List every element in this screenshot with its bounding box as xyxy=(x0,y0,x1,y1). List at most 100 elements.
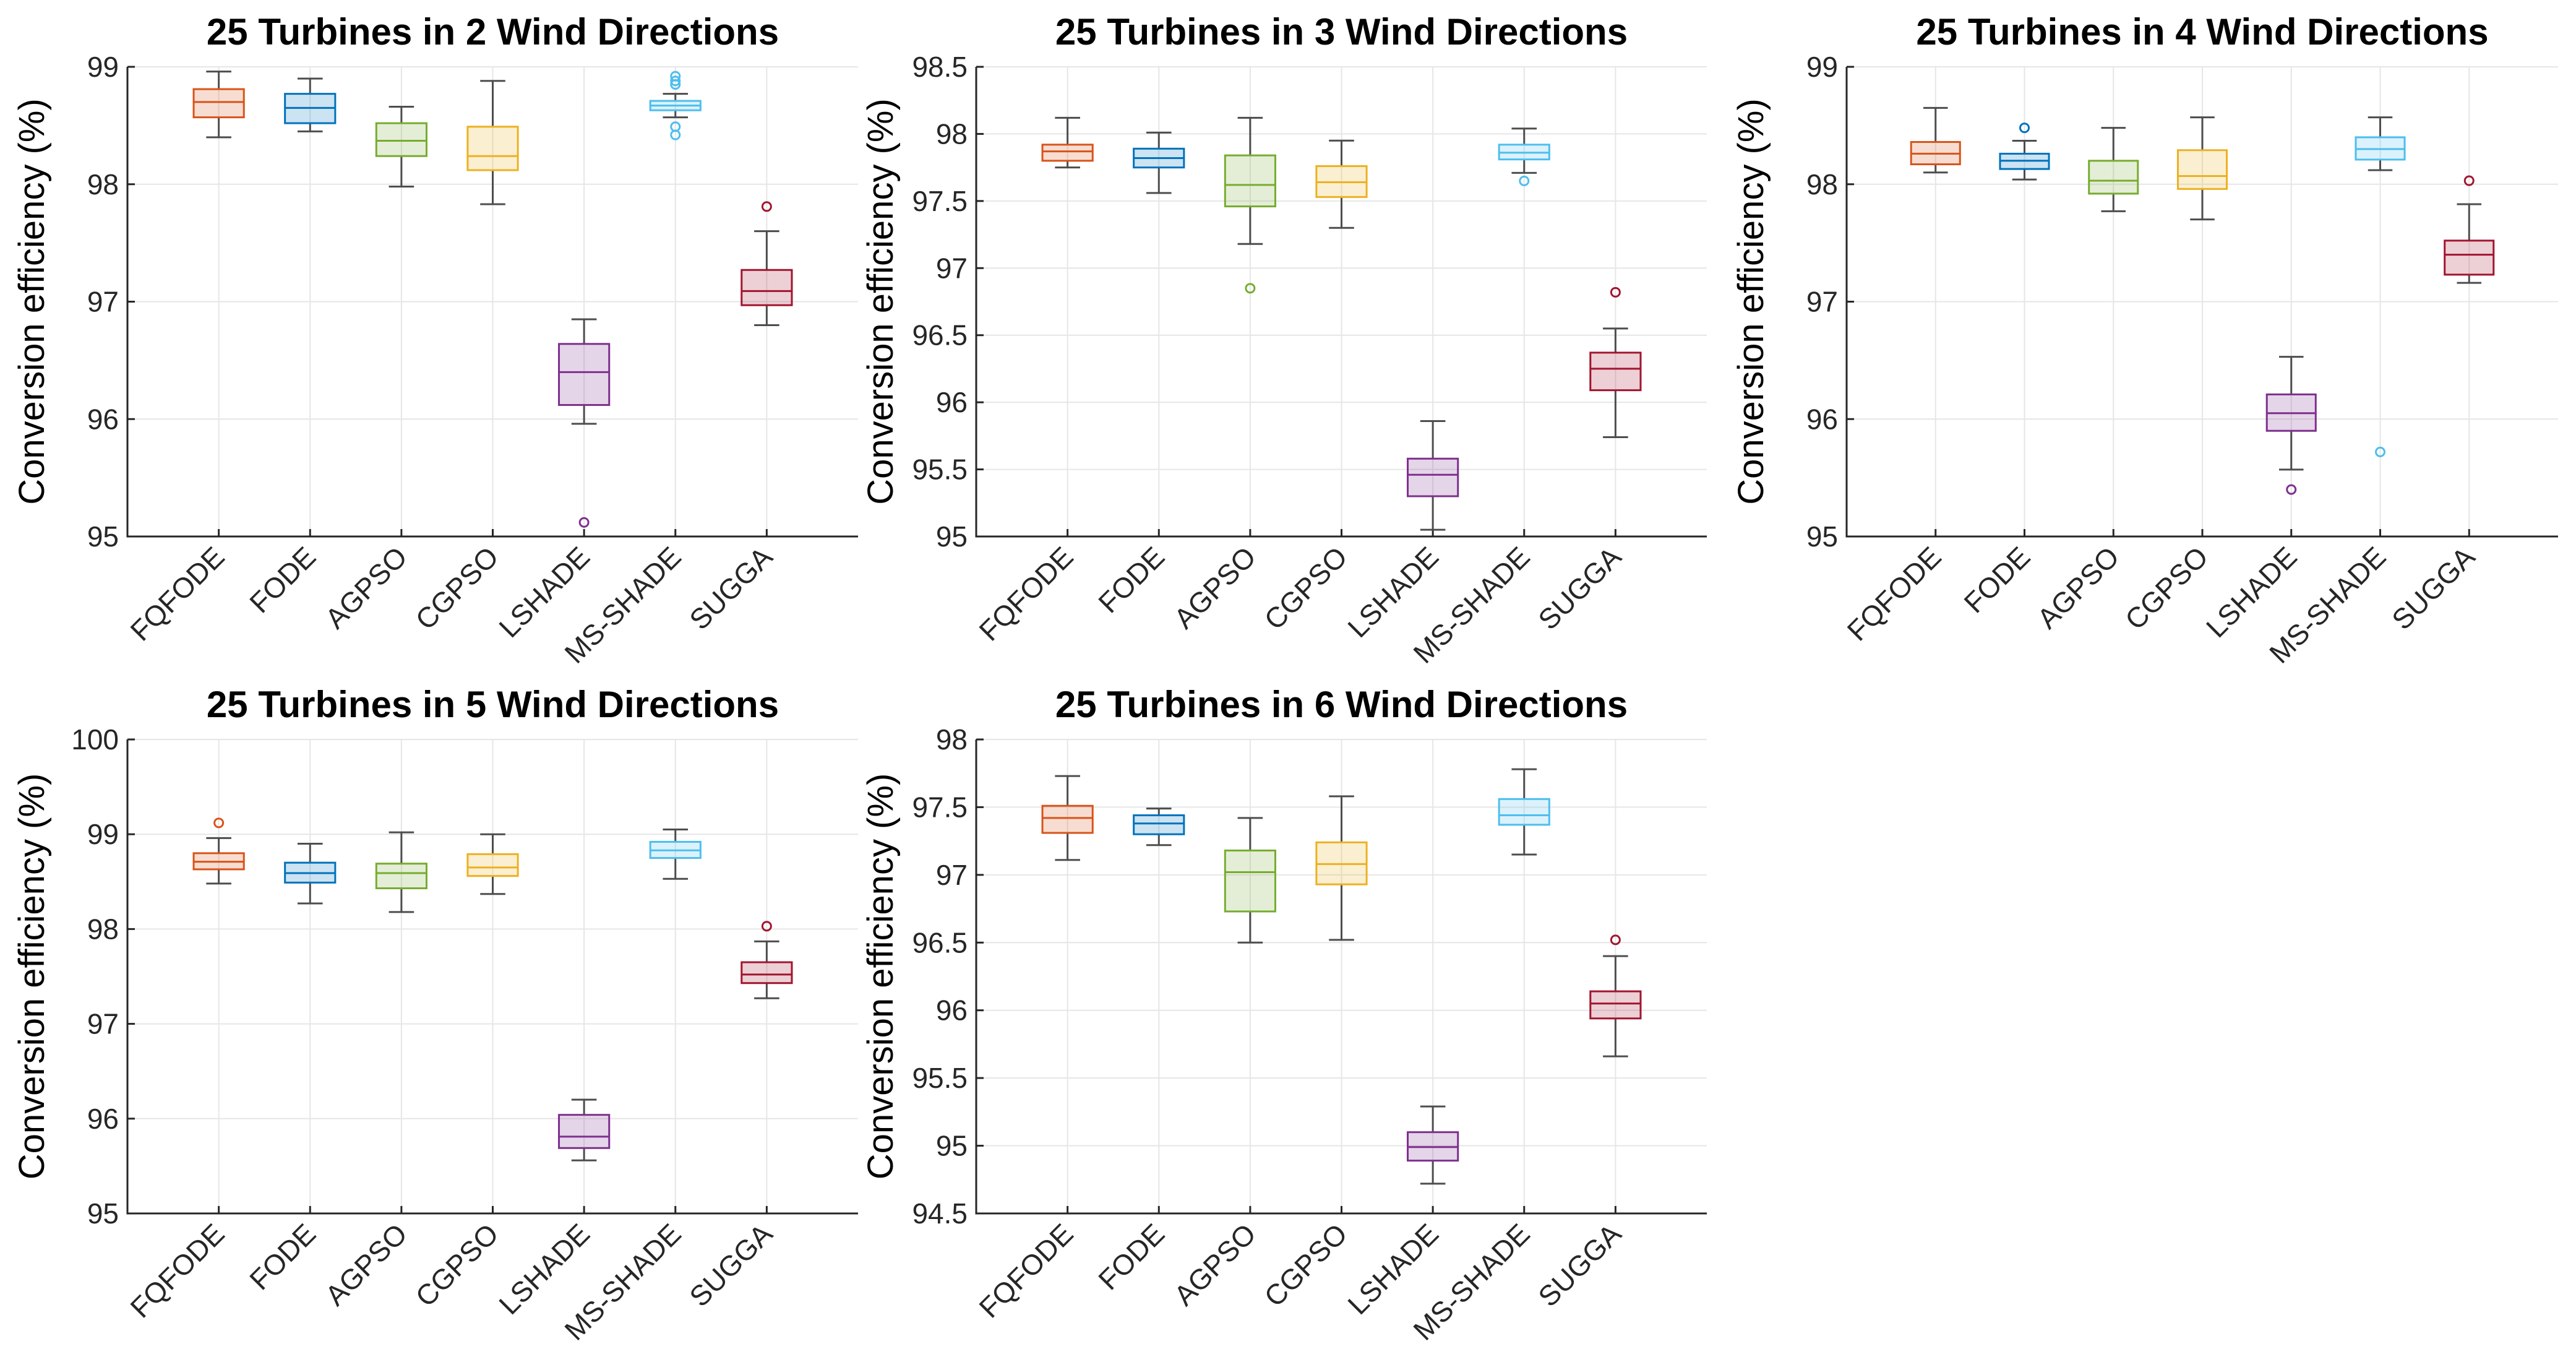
y-axis-label: Conversion efficiency (%) xyxy=(861,773,901,1180)
outlier-point xyxy=(761,921,772,932)
x-tick-label: FQFODE xyxy=(1841,540,1947,647)
outlier-point xyxy=(2286,484,2297,495)
x-tick-label: FQFODE xyxy=(124,540,230,647)
iqr-box xyxy=(741,269,793,306)
iqr-box xyxy=(2176,149,2228,190)
y-tick-label: 99 xyxy=(1806,51,1838,83)
box-fqfode xyxy=(1041,116,1094,169)
outlier-point xyxy=(670,121,681,132)
x-tick-label: SUGGA xyxy=(683,540,778,635)
outlier-point xyxy=(670,71,681,82)
x-tick-label: FQFODE xyxy=(972,1217,1079,1324)
outlier-point xyxy=(1245,283,1256,294)
y-tick-label: 96 xyxy=(87,1103,119,1135)
iqr-box xyxy=(558,1114,611,1149)
box-sugga xyxy=(741,921,793,999)
y-tick-label: 98 xyxy=(936,723,968,756)
iqr-box xyxy=(375,863,427,890)
x-tick-label: AGPSO xyxy=(319,540,413,634)
y-tick-label: 98 xyxy=(87,913,119,945)
y-tick-label: 98.5 xyxy=(912,51,968,83)
x-tick-label: AGPSO xyxy=(1167,1217,1261,1311)
box-ms-shade xyxy=(1498,127,1550,186)
outlier-point xyxy=(1610,934,1621,946)
x-tick-label: CGPSO xyxy=(1258,540,1353,635)
x-tick-label: FQFODE xyxy=(124,1217,230,1324)
box-agpso xyxy=(375,106,427,188)
iqr-box xyxy=(192,88,245,119)
box-agpso xyxy=(375,831,427,913)
chart-title: 25 Turbines in 3 Wind Directions xyxy=(1055,11,1628,53)
box-sugga xyxy=(2444,175,2495,284)
y-tick-label: 98 xyxy=(1806,168,1838,200)
outlier-point xyxy=(578,517,590,528)
y-tick-label: 97.5 xyxy=(912,791,968,823)
iqr-box xyxy=(1224,849,1276,913)
box-fqfode xyxy=(1041,775,1094,861)
y-tick-label: 95 xyxy=(936,1130,968,1162)
chart-title: 25 Turbines in 5 Wind Directions xyxy=(207,684,779,725)
outlier-point xyxy=(1519,175,1530,186)
box-cgpso xyxy=(1315,139,1368,229)
outlier-point xyxy=(2019,123,2030,134)
x-tick-label: FQFODE xyxy=(972,540,1079,647)
iqr-box xyxy=(2088,160,2139,195)
box-fqfode xyxy=(192,71,245,139)
box-fode xyxy=(1999,123,2050,181)
y-axis-label: Conversion efficiency (%) xyxy=(1731,98,1771,505)
x-tick-label: FODE xyxy=(243,540,322,619)
y-tick-label: 98 xyxy=(87,168,119,200)
chart-title: 25 Turbines in 6 Wind Directions xyxy=(1055,684,1628,725)
box-fode xyxy=(284,843,337,905)
y-tick-label: 95 xyxy=(1806,520,1838,553)
x-tick-label: CGPSO xyxy=(409,1217,504,1312)
x-tick-label: SUGGA xyxy=(1532,1217,1627,1312)
y-tick-label: 95 xyxy=(936,520,968,553)
box-lshade xyxy=(558,318,611,528)
box-lshade xyxy=(1407,1105,1459,1185)
x-tick-label: AGPSO xyxy=(319,1217,413,1311)
box-fqfode xyxy=(192,817,245,885)
iqr-box xyxy=(1498,798,1550,826)
box-ms-shade xyxy=(2355,116,2406,457)
box-cgpso xyxy=(1315,795,1368,941)
x-tick-label: SUGGA xyxy=(1532,540,1627,635)
iqr-box xyxy=(558,343,611,406)
y-tick-label: 97 xyxy=(936,252,968,284)
chart-title: 25 Turbines in 4 Wind Directions xyxy=(1916,11,2488,53)
iqr-box xyxy=(375,122,427,157)
y-tick-label: 97.5 xyxy=(912,185,968,217)
box-lshade xyxy=(558,1098,611,1161)
y-tick-label: 96.5 xyxy=(912,319,968,351)
y-tick-label: 96 xyxy=(1806,403,1838,435)
box-sugga xyxy=(741,201,793,326)
iqr-box xyxy=(2444,239,2495,276)
outlier-point xyxy=(213,817,225,829)
y-tick-label: 96.5 xyxy=(912,926,968,959)
y-tick-label: 97 xyxy=(87,1008,119,1040)
outlier-point xyxy=(2375,446,2385,457)
x-tick-label: SUGGA xyxy=(2385,540,2481,635)
y-tick-label: 96 xyxy=(936,386,968,418)
box-ms-shade xyxy=(1498,768,1550,856)
box-cgpso xyxy=(466,80,519,205)
box-fode xyxy=(1133,808,1185,847)
y-tick-label: 95.5 xyxy=(912,1062,968,1094)
iqr-box xyxy=(1224,154,1276,208)
box-fqfode xyxy=(1910,106,1961,174)
x-tick-label: FODE xyxy=(243,1217,322,1296)
outlier-point xyxy=(670,75,681,87)
iqr-box xyxy=(466,853,519,877)
x-tick-label: FODE xyxy=(1092,1217,1170,1296)
x-tick-label: AGPSO xyxy=(1167,540,1261,634)
iqr-box xyxy=(1589,351,1642,392)
box-cgpso xyxy=(466,833,519,895)
iqr-box xyxy=(1041,144,1094,162)
x-tick-label: FODE xyxy=(1957,540,2036,619)
